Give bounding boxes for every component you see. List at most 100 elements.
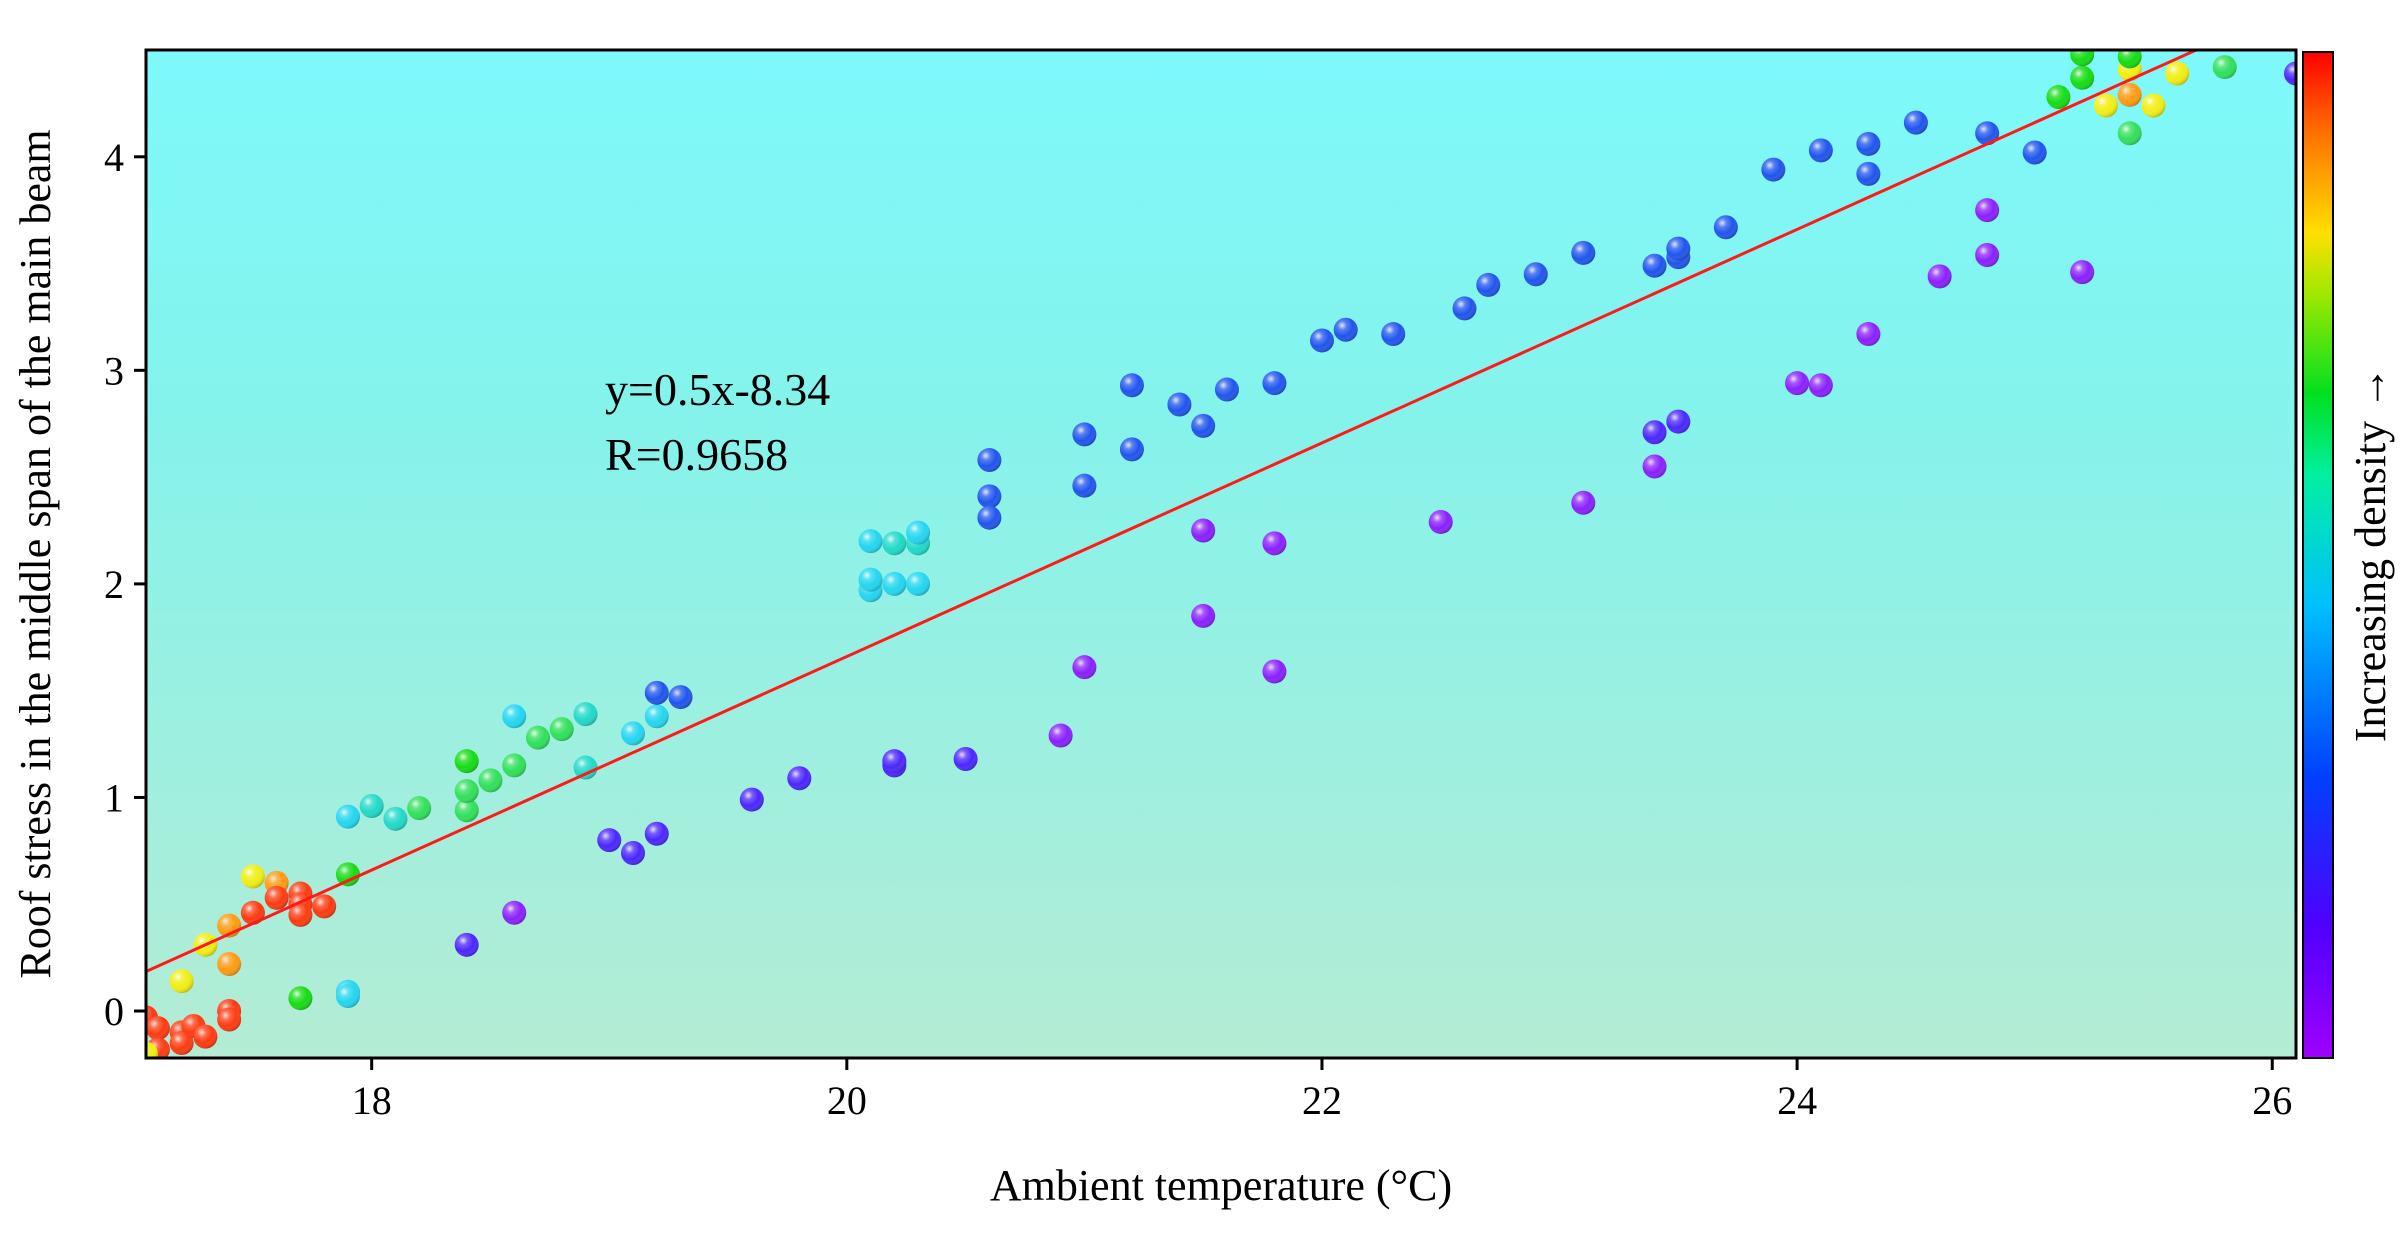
x-axis-ticks: 18 20 22 24 26 [352, 1058, 2292, 1123]
data-point [1808, 138, 1833, 163]
data-point [1903, 110, 1928, 135]
x-tick-label: 24 [1777, 1078, 1817, 1123]
x-tick-label: 22 [1302, 1078, 1342, 1123]
data-point [2117, 82, 2142, 107]
data-point [1167, 392, 1192, 417]
data-point [264, 885, 289, 910]
data-point [977, 484, 1002, 509]
data-point [1072, 422, 1097, 447]
data-point [1262, 659, 1287, 684]
data-point [882, 571, 907, 596]
data-point [335, 804, 360, 829]
data-point [1119, 373, 1144, 398]
data-point [2070, 50, 2095, 67]
data-point [169, 1031, 194, 1056]
colorbar-label: Increasing density → [2346, 366, 2395, 742]
y-tick-label: 1 [104, 775, 124, 820]
data-point [549, 717, 574, 742]
data-point [1808, 373, 1833, 398]
data-point [644, 704, 669, 729]
data-point [359, 794, 384, 818]
data-point [288, 986, 313, 1011]
data-point [1975, 121, 2000, 146]
data-point [2284, 61, 2296, 86]
plot-area [146, 50, 2296, 1058]
x-tick-label: 20 [827, 1078, 867, 1123]
data-point [858, 529, 883, 554]
y-tick-label: 2 [104, 562, 124, 607]
data-point [407, 796, 432, 821]
data-point [1927, 264, 1952, 289]
data-point [1452, 296, 1477, 321]
data-point [1191, 413, 1216, 438]
data-point [240, 864, 265, 889]
data-point [787, 766, 812, 791]
data-point [858, 567, 883, 592]
data-point [2093, 93, 2118, 118]
data-point [977, 448, 1002, 473]
data-point [906, 520, 931, 545]
data-point [668, 685, 693, 710]
data-point [312, 894, 337, 919]
data-point [1381, 322, 1406, 347]
data-point [2165, 61, 2190, 86]
data-point [1523, 262, 1548, 287]
data-point [335, 984, 360, 1009]
data-point [621, 840, 646, 865]
data-point [1856, 322, 1881, 347]
data-point [1642, 253, 1667, 278]
density-colorbar [2302, 51, 2334, 1059]
x-tick-label: 18 [352, 1078, 392, 1123]
data-point [1975, 198, 2000, 223]
data-point [1642, 454, 1667, 479]
data-point [1048, 723, 1073, 748]
data-point [1666, 236, 1691, 261]
data-point [1571, 490, 1596, 515]
data-point [169, 969, 194, 994]
data-point [573, 755, 598, 780]
regression-line [146, 50, 2200, 973]
data-point [2141, 93, 2166, 118]
data-point [1785, 371, 1810, 396]
data-point [146, 1041, 158, 1058]
data-point [1571, 240, 1596, 265]
data-point [383, 806, 408, 831]
data-point [1309, 328, 1334, 353]
x-axis-label: Ambient temperature (°C) [990, 1161, 1452, 1210]
fit-r-value: R=0.9658 [605, 429, 788, 480]
data-point [2212, 55, 2237, 80]
data-point [1119, 437, 1144, 462]
data-point [1856, 131, 1881, 156]
data-point [240, 900, 265, 925]
data-point [882, 749, 907, 774]
data-point [217, 1007, 242, 1032]
scatter-points [146, 50, 2296, 1058]
y-axis-ticks: 0 1 2 3 4 [104, 135, 146, 1034]
data-point [2070, 260, 2095, 285]
data-point [573, 702, 598, 727]
data-point [1642, 420, 1667, 445]
data-point [502, 900, 527, 925]
data-point [953, 747, 978, 772]
data-point [621, 721, 646, 746]
data-point [193, 1024, 218, 1049]
data-point [525, 725, 550, 750]
data-point [1262, 371, 1287, 396]
data-point [906, 571, 931, 596]
data-point [454, 779, 479, 804]
data-point [977, 505, 1002, 530]
data-point [644, 680, 669, 705]
data-point [882, 531, 907, 556]
data-point [2117, 50, 2142, 69]
data-point [146, 1016, 170, 1041]
data-point [502, 753, 527, 778]
data-point [454, 932, 479, 957]
data-point [739, 787, 764, 812]
data-point [478, 768, 503, 793]
data-point [644, 821, 669, 846]
data-point [1191, 603, 1216, 628]
data-point [1856, 161, 1881, 186]
data-point [1333, 317, 1358, 342]
data-point [1666, 409, 1691, 434]
